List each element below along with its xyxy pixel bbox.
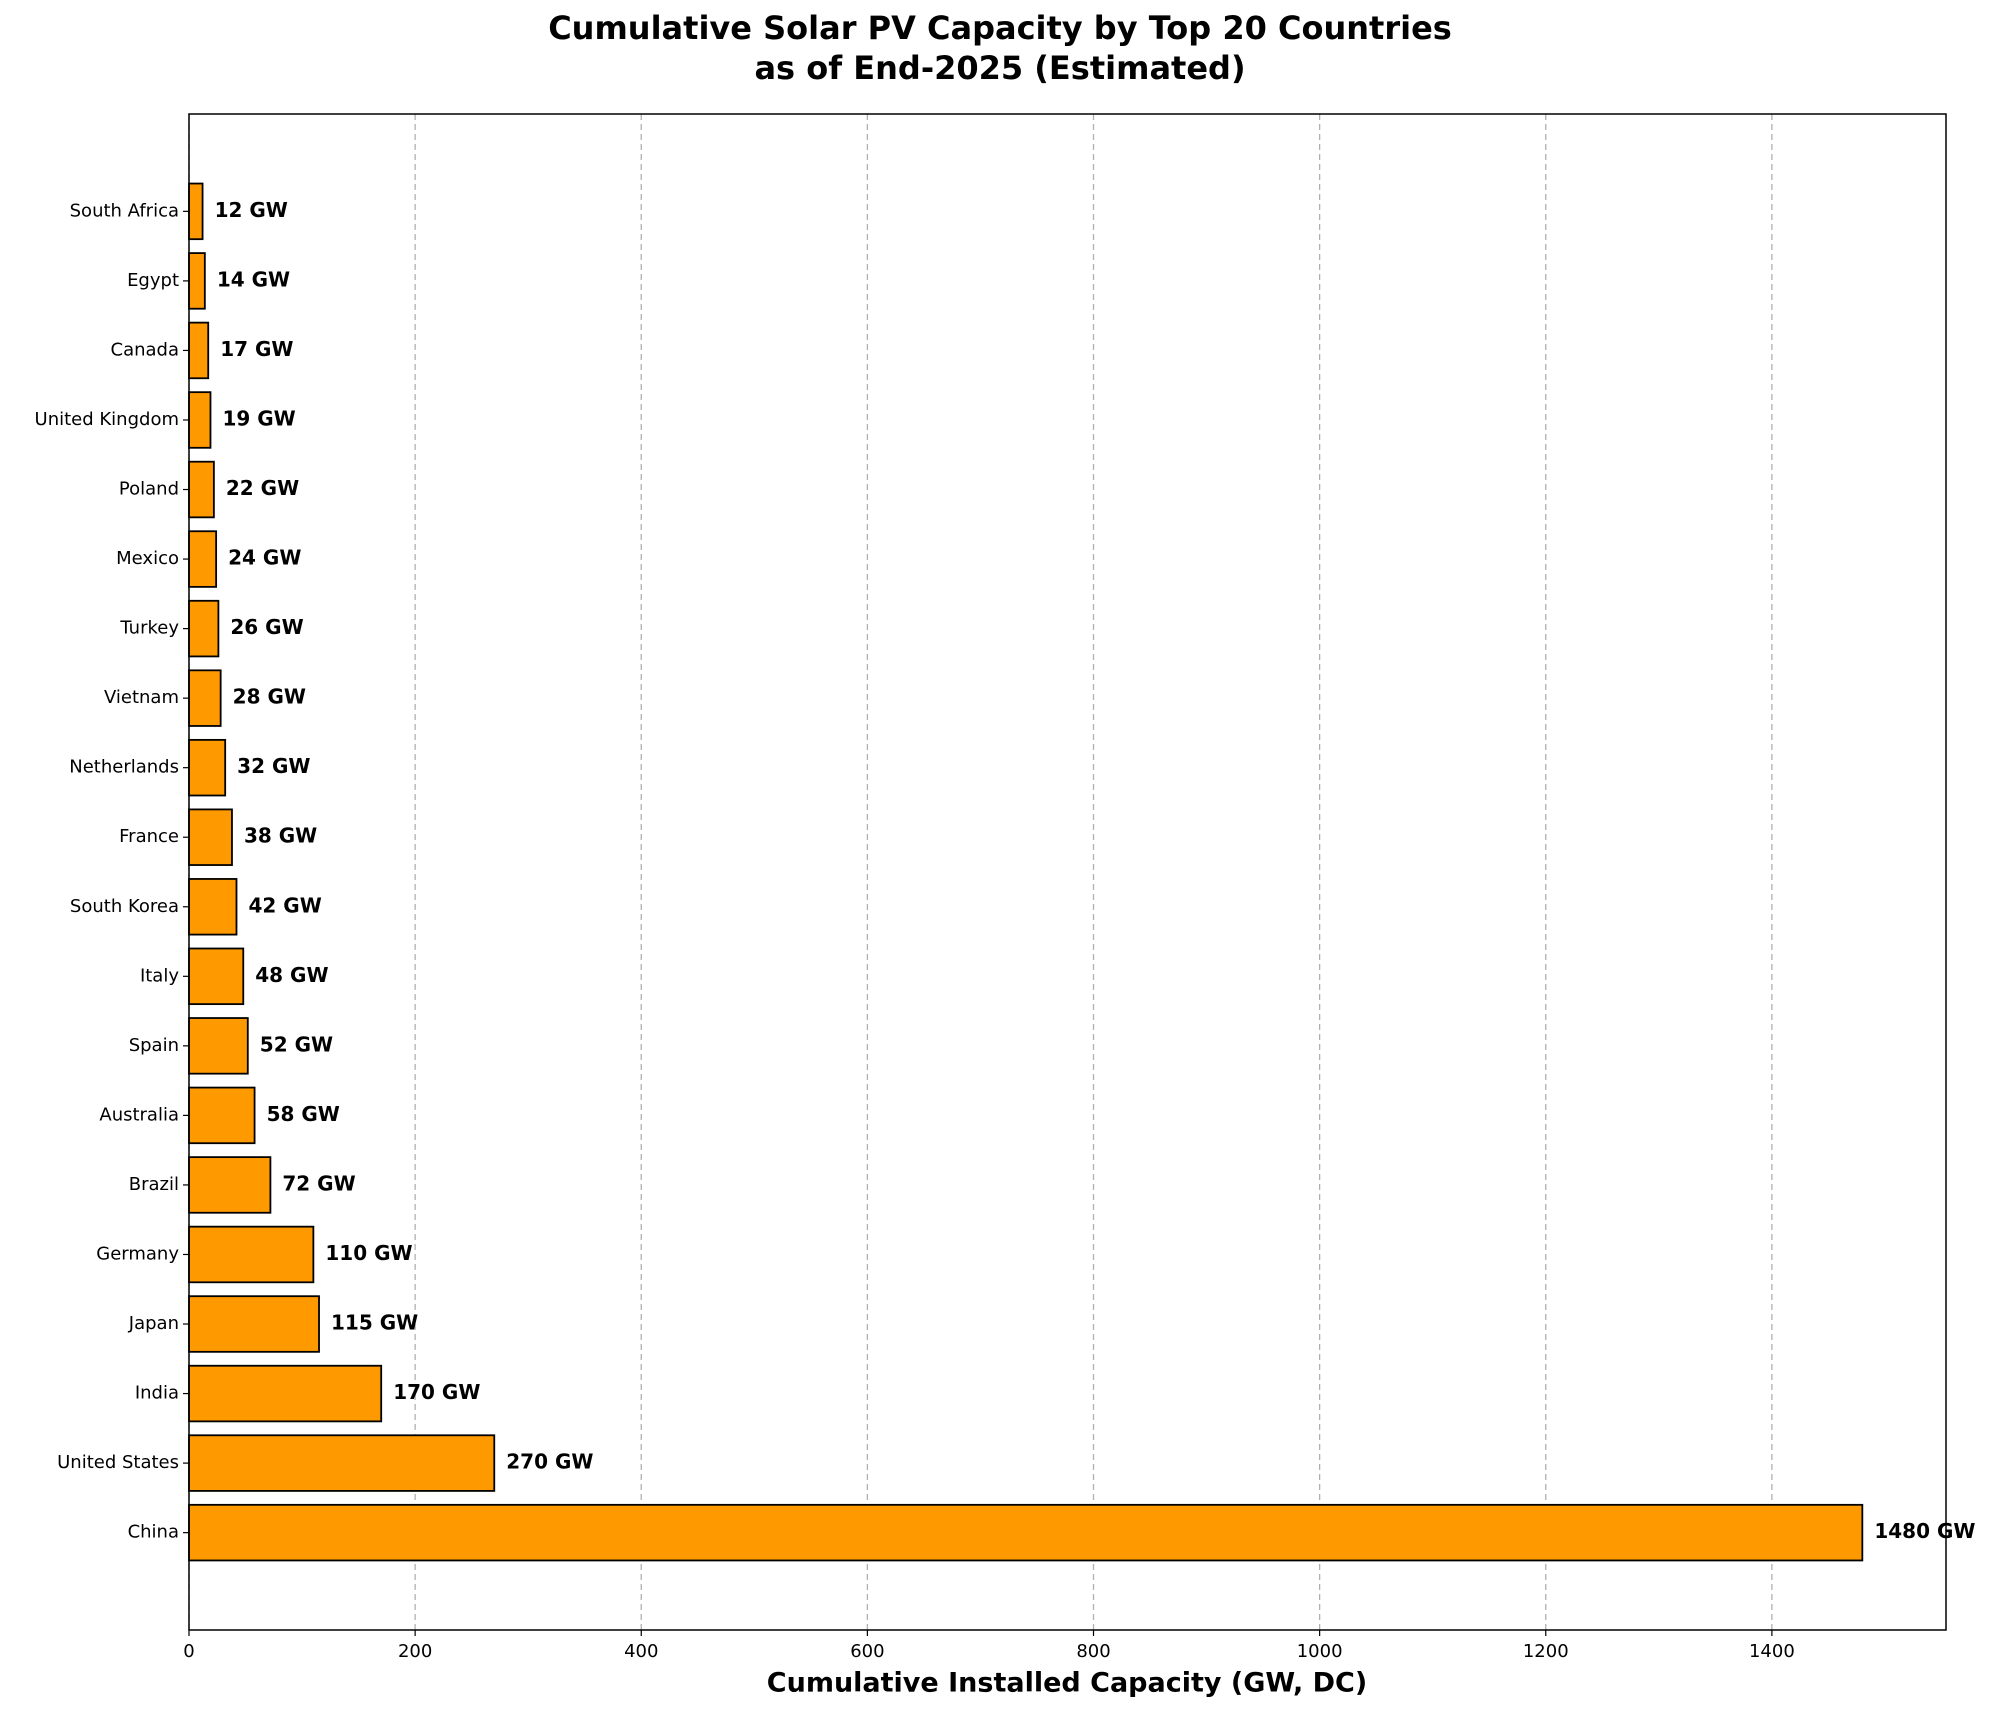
value-label: 22 GW	[226, 476, 299, 500]
bar	[188, 669, 222, 727]
y-tick-label: United Kingdom	[35, 409, 179, 430]
bar	[188, 1434, 496, 1492]
bar	[188, 460, 215, 519]
y-tick-label: Brazil	[129, 1174, 179, 1195]
value-label: 12 GW	[215, 198, 288, 222]
bar	[188, 1295, 320, 1353]
value-label: 48 GW	[255, 963, 328, 987]
bar	[188, 1364, 383, 1423]
value-label: 270 GW	[506, 1450, 593, 1474]
value-label: 115 GW	[331, 1311, 418, 1335]
value-label: 38 GW	[244, 824, 317, 848]
bar	[188, 599, 220, 658]
value-label: 32 GW	[237, 754, 310, 778]
x-tick-label: 1200	[1523, 1641, 1569, 1662]
y-tick-label: Vietnam	[104, 687, 179, 708]
bar	[188, 321, 210, 380]
y-tick-label: United States	[57, 1452, 179, 1473]
y-tick-label: Poland	[119, 479, 179, 500]
value-label: 14 GW	[217, 267, 290, 291]
bar	[188, 878, 238, 936]
x-axis-label: Cumulative Installed Capacity (GW, DC)	[767, 1668, 1367, 1699]
y-tick-label: Australia	[99, 1104, 179, 1125]
bar	[188, 1017, 249, 1075]
value-label: 170 GW	[393, 1380, 480, 1404]
value-label: 42 GW	[248, 893, 321, 917]
bar	[188, 252, 206, 310]
y-tick-label: China	[128, 1522, 179, 1543]
y-tick-label: Canada	[111, 339, 180, 360]
bar	[188, 182, 204, 241]
y-tick-label: Spain	[129, 1035, 179, 1056]
bar	[188, 1156, 272, 1214]
bar	[188, 391, 212, 449]
bar	[188, 1225, 315, 1284]
y-tick-label: South Korea	[70, 896, 179, 917]
y-tick-label: Netherlands	[69, 757, 179, 778]
x-tick-label: 400	[624, 1641, 658, 1662]
y-tick-label: Italy	[140, 965, 179, 986]
x-tick-label: 1000	[1297, 1641, 1343, 1662]
x-tick-label: 0	[183, 1641, 194, 1662]
bar	[188, 947, 245, 1006]
value-label: 24 GW	[228, 546, 301, 570]
value-label: 110 GW	[325, 1241, 412, 1265]
x-tick-label: 800	[1076, 1641, 1110, 1662]
value-label: 52 GW	[260, 1032, 333, 1056]
value-label: 72 GW	[282, 1171, 355, 1195]
plot-frame	[188, 113, 1947, 1631]
y-tick-label: France	[119, 826, 179, 847]
x-tick-label: 1400	[1749, 1641, 1795, 1662]
value-label: 58 GW	[267, 1102, 340, 1126]
value-label: 28 GW	[233, 685, 306, 709]
y-tick-label: India	[135, 1383, 179, 1404]
value-label: 19 GW	[222, 406, 295, 430]
bar	[188, 808, 233, 866]
y-tick-label: Mexico	[116, 548, 179, 569]
bar	[188, 530, 218, 588]
x-tick-label: 200	[398, 1641, 432, 1662]
bar	[188, 1503, 1864, 1562]
value-label: 17 GW	[220, 337, 293, 361]
chart-title: Cumulative Solar PV Capacity by Top 20 C…	[548, 9, 1452, 87]
bar	[188, 1086, 256, 1145]
y-tick-label: Japan	[128, 1313, 179, 1334]
value-label: 1480 GW	[1874, 1519, 1975, 1543]
y-tick-label: South Africa	[70, 200, 179, 221]
value-label: 26 GW	[230, 615, 303, 639]
y-tick-label: Turkey	[119, 618, 179, 639]
y-tick-label: Egypt	[127, 270, 179, 291]
y-tick-label: Germany	[96, 1243, 179, 1264]
x-tick-label: 600	[850, 1641, 884, 1662]
bar	[188, 738, 227, 797]
